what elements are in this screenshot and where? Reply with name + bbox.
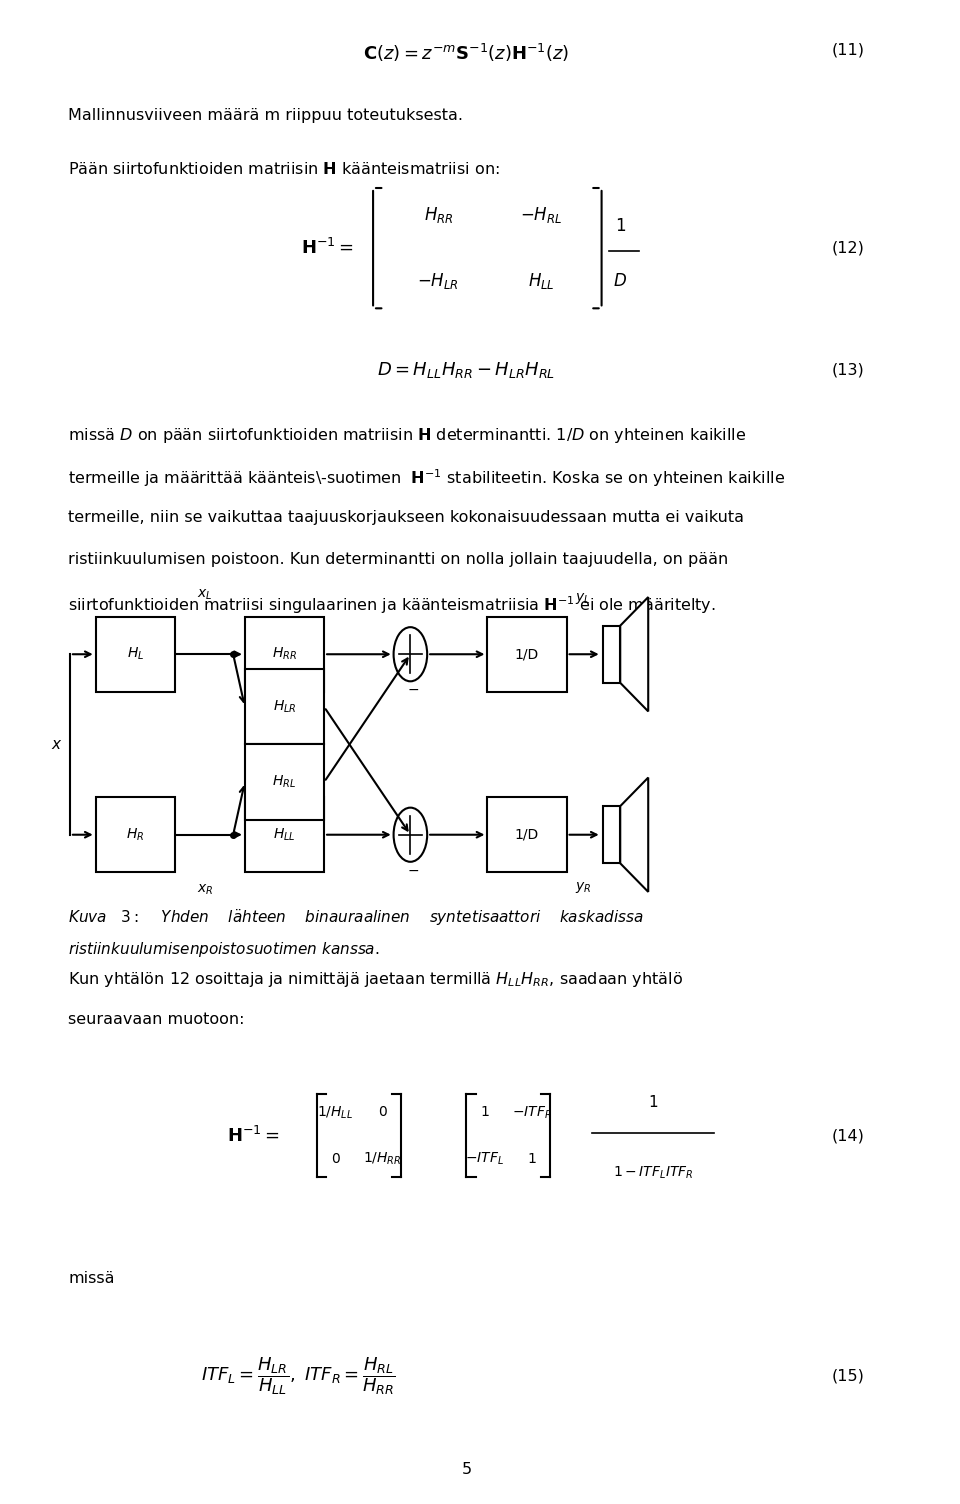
Text: 1/D: 1/D <box>515 827 540 842</box>
Text: 1: 1 <box>527 1152 537 1166</box>
Bar <box>488 797 566 872</box>
Text: ristiinkuulumisen poistoon. Kun determinantti on nolla jollain taajuudella, on p: ristiinkuulumisen poistoon. Kun determin… <box>68 552 729 567</box>
Text: 1: 1 <box>648 1095 658 1110</box>
Text: Mallinnusviiveen määrä m riippuu toteutuksesta.: Mallinnusviiveen määrä m riippuu toteutu… <box>68 108 463 123</box>
Text: $\mathbf{H}^{-1} =$: $\mathbf{H}^{-1} =$ <box>301 238 354 259</box>
Bar <box>245 669 324 744</box>
Text: −: − <box>407 863 419 878</box>
Text: $-H_{RL}$: $-H_{RL}$ <box>519 205 563 226</box>
Text: missä $D$ on pään siirtofunktioiden matriisin $\mathbf{H}$ determinantti. $1/D$ : missä $D$ on pään siirtofunktioiden matr… <box>68 426 746 445</box>
Text: $H_L$: $H_L$ <box>127 647 144 662</box>
Text: (13): (13) <box>832 362 865 378</box>
Text: $\mathbf{H}^{-1} =$: $\mathbf{H}^{-1} =$ <box>227 1125 279 1146</box>
Text: $ITF_L = \dfrac{H_{LR}}{H_{LL}},\ ITF_R = \dfrac{H_{RL}}{H_{RR}}$: $ITF_L = \dfrac{H_{LR}}{H_{LL}},\ ITF_R … <box>201 1355 396 1397</box>
Text: (11): (11) <box>831 42 865 57</box>
Text: $x_R$: $x_R$ <box>197 883 213 898</box>
Text: $\mathit{Kuva}$   $\mathit{3:}$    $\mathit{Yhden}$    $\mathit{l\ddot{a}hteen}$: $\mathit{Kuva}$ $\mathit{3:}$ $\mathit{Y… <box>68 907 643 928</box>
Bar <box>604 806 620 863</box>
Text: $D$: $D$ <box>613 272 627 290</box>
Text: −: − <box>407 683 419 698</box>
Text: 1: 1 <box>480 1105 490 1119</box>
Text: $1/H_{RR}$: $1/H_{RR}$ <box>363 1151 402 1167</box>
Text: $H_{LR}$: $H_{LR}$ <box>273 699 297 714</box>
Text: 1: 1 <box>615 217 626 235</box>
Text: 0: 0 <box>331 1152 340 1166</box>
Text: $1/H_{LL}$: $1/H_{LL}$ <box>318 1104 353 1120</box>
Bar <box>245 797 324 872</box>
Text: Kun yhtälön 12 osoittaja ja nimittäjä jaetaan termillä $H_{LL}H_{RR}$, saadaan y: Kun yhtälön 12 osoittaja ja nimittäjä ja… <box>68 970 683 990</box>
Text: 0: 0 <box>378 1105 387 1119</box>
Bar <box>96 617 175 692</box>
Text: $-ITF_L$: $-ITF_L$ <box>466 1151 504 1167</box>
Text: $H_{RR}$: $H_{RR}$ <box>272 647 297 662</box>
Text: Pään siirtofunktioiden matriisin $\mathbf{H}$ käänteismatriisi on:: Pään siirtofunktioiden matriisin $\mathb… <box>68 161 500 177</box>
Text: missä: missä <box>68 1271 114 1286</box>
Text: $-ITF_R$: $-ITF_R$ <box>512 1104 552 1120</box>
Bar <box>488 617 566 692</box>
Text: $H_{RR}$: $H_{RR}$ <box>423 205 453 226</box>
Text: $x_L$: $x_L$ <box>198 587 213 602</box>
Text: termeille, niin se vaikuttaa taajuuskorjaukseen kokonaisuudessaan mutta ei vaiku: termeille, niin se vaikuttaa taajuuskorj… <box>68 510 744 525</box>
Text: (12): (12) <box>831 241 865 256</box>
Text: $D = H_{LL}H_{RR} - H_{LR}H_{RL}$: $D = H_{LL}H_{RR} - H_{LR}H_{RL}$ <box>377 359 556 381</box>
Bar <box>245 744 324 820</box>
Text: (14): (14) <box>831 1128 865 1143</box>
Text: x: x <box>52 737 60 752</box>
Bar <box>245 617 324 692</box>
Text: $\mathit{ristiinkuulumisenpoistosuotimen\ kanssa.}$: $\mathit{ristiinkuulumisenpoistosuotimen… <box>68 940 379 960</box>
Text: $H_{LL}$: $H_{LL}$ <box>274 827 296 842</box>
Text: seuraavaan muotoon:: seuraavaan muotoon: <box>68 1012 245 1027</box>
Text: 1/D: 1/D <box>515 647 540 662</box>
Text: $H_{RL}$: $H_{RL}$ <box>273 775 297 790</box>
Text: $H_{LL}$: $H_{LL}$ <box>528 271 554 292</box>
Text: $y_L$: $y_L$ <box>575 591 590 606</box>
Text: $1 - ITF_L ITF_R$: $1 - ITF_L ITF_R$ <box>612 1166 693 1181</box>
Text: $\mathbf{C}(z) = z^{-m}\mathbf{S}^{-1}(z)\mathbf{H}^{-1}(z)$: $\mathbf{C}(z) = z^{-m}\mathbf{S}^{-1}(z… <box>363 42 569 65</box>
Text: 5: 5 <box>462 1462 471 1477</box>
Text: termeille ja määrittää käänteis\-suotimen  $\mathbf{H}^{-1}$ stabiliteetin. Kosk: termeille ja määrittää käänteis\-suotime… <box>68 468 785 489</box>
Text: $-H_{LR}$: $-H_{LR}$ <box>418 271 459 292</box>
Text: $y_R$: $y_R$ <box>575 880 591 895</box>
Polygon shape <box>620 778 648 892</box>
Polygon shape <box>620 597 648 711</box>
Bar <box>604 626 620 683</box>
Bar <box>96 797 175 872</box>
Text: siirtofunktioiden matriisi singulaarinen ja käänteismatriisia $\mathbf{H}^{-1}$ : siirtofunktioiden matriisi singulaarinen… <box>68 594 716 615</box>
Text: $H_R$: $H_R$ <box>126 827 144 842</box>
Text: (15): (15) <box>831 1369 865 1384</box>
